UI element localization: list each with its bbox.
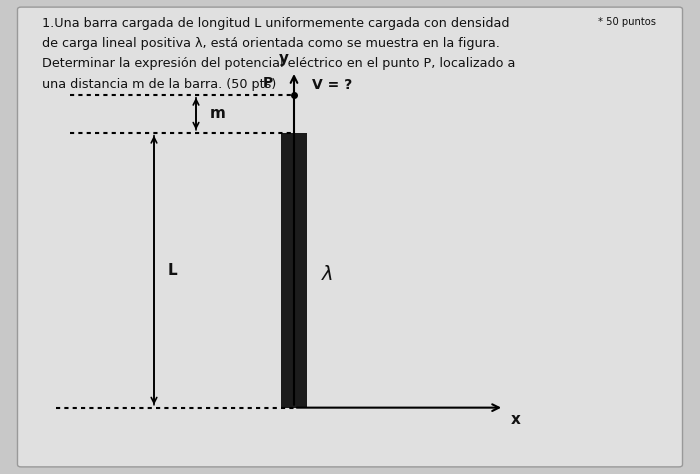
- Text: * 50 puntos: * 50 puntos: [598, 17, 657, 27]
- Text: λ: λ: [322, 265, 333, 284]
- Text: V = ?: V = ?: [312, 78, 351, 92]
- Text: 1.Una barra cargada de longitud L uniformemente cargada con densidad: 1.Una barra cargada de longitud L unifor…: [42, 17, 510, 29]
- FancyBboxPatch shape: [18, 7, 682, 467]
- Text: m: m: [210, 106, 226, 121]
- Text: y: y: [279, 51, 288, 66]
- Text: Determinar la expresión del potencial eléctrico en el punto P, localizado a: Determinar la expresión del potencial el…: [42, 57, 515, 70]
- Text: una distancia m de la barra. (50 pts): una distancia m de la barra. (50 pts): [42, 78, 276, 91]
- Text: de carga lineal positiva λ, está orientada como se muestra en la figura.: de carga lineal positiva λ, está orienta…: [42, 37, 500, 50]
- Text: P: P: [262, 76, 273, 90]
- Bar: [281, 133, 307, 408]
- Text: x: x: [511, 412, 521, 428]
- Text: L: L: [168, 263, 178, 278]
